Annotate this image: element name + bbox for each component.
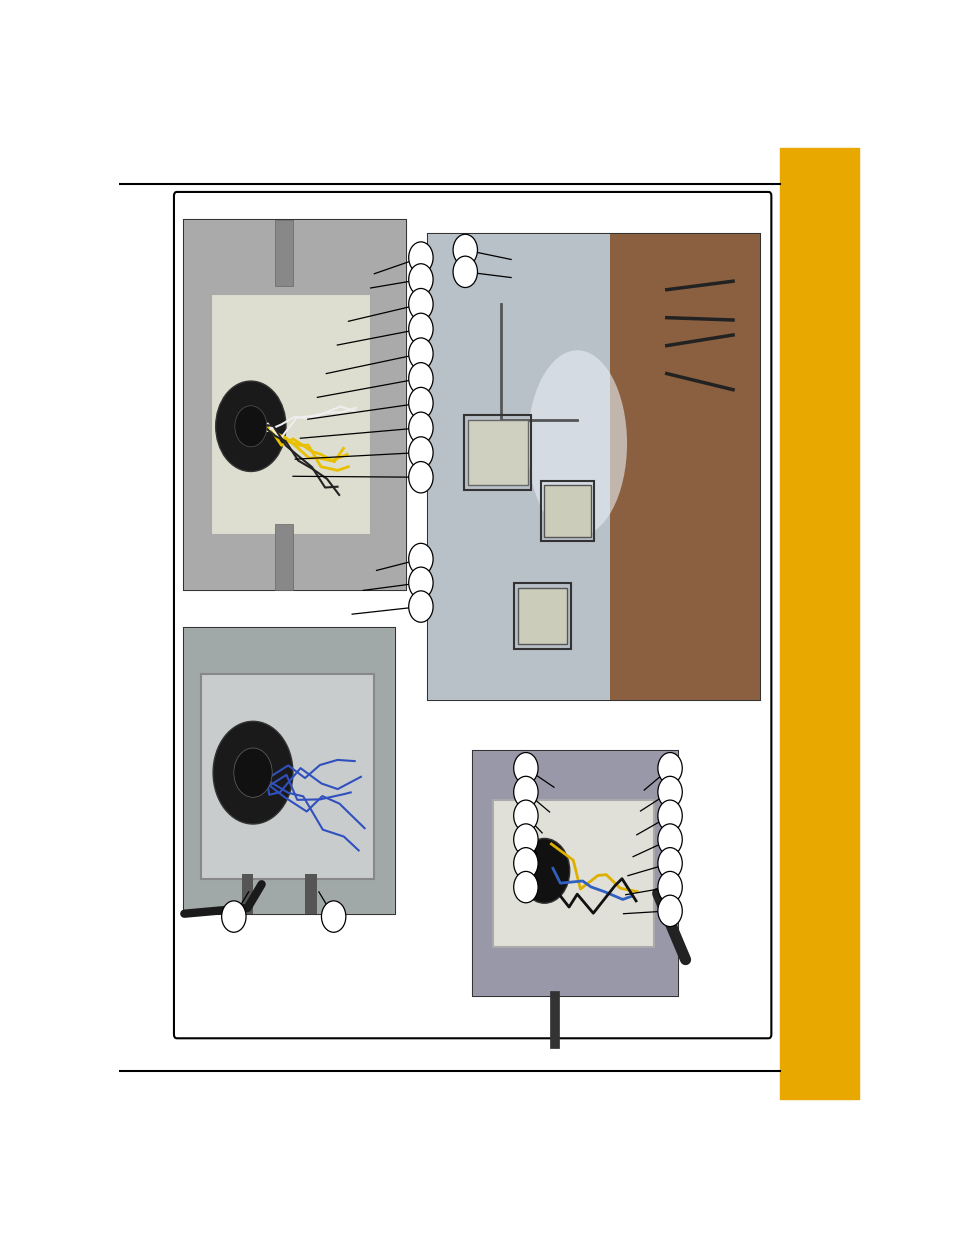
Bar xyxy=(428,233,759,700)
Circle shape xyxy=(408,567,433,599)
Circle shape xyxy=(453,235,476,266)
Circle shape xyxy=(408,412,433,443)
Bar xyxy=(184,629,395,914)
Bar xyxy=(543,485,590,537)
Bar xyxy=(275,524,293,590)
Circle shape xyxy=(408,437,433,468)
Ellipse shape xyxy=(527,351,626,537)
Bar xyxy=(540,480,594,541)
Bar xyxy=(211,294,370,535)
Bar xyxy=(464,415,531,490)
Circle shape xyxy=(213,721,293,824)
Circle shape xyxy=(408,242,433,273)
FancyBboxPatch shape xyxy=(173,191,771,1039)
Circle shape xyxy=(221,900,246,932)
Circle shape xyxy=(408,338,433,369)
Circle shape xyxy=(408,363,433,394)
Bar xyxy=(241,874,253,914)
Circle shape xyxy=(658,872,681,903)
Circle shape xyxy=(518,839,569,903)
Bar xyxy=(472,751,678,997)
Bar xyxy=(780,148,858,1099)
Circle shape xyxy=(233,748,272,798)
Bar xyxy=(184,220,406,590)
Bar xyxy=(468,420,527,485)
Circle shape xyxy=(658,847,681,879)
Circle shape xyxy=(513,800,537,831)
Circle shape xyxy=(658,800,681,831)
Bar xyxy=(472,751,678,997)
Bar xyxy=(610,233,759,700)
Bar xyxy=(184,629,395,914)
Circle shape xyxy=(408,543,433,574)
Circle shape xyxy=(215,382,286,472)
Circle shape xyxy=(408,388,433,419)
Bar xyxy=(275,220,293,287)
Bar xyxy=(184,220,406,590)
Bar xyxy=(305,874,316,914)
Circle shape xyxy=(658,824,681,855)
Bar xyxy=(517,588,567,643)
Circle shape xyxy=(658,777,681,808)
Bar xyxy=(201,674,374,879)
Circle shape xyxy=(321,900,346,932)
Circle shape xyxy=(453,256,476,288)
Circle shape xyxy=(658,895,681,926)
Circle shape xyxy=(513,872,537,903)
Bar xyxy=(493,800,653,947)
Circle shape xyxy=(408,289,433,320)
Bar xyxy=(514,583,571,648)
Circle shape xyxy=(408,264,433,295)
Circle shape xyxy=(513,777,537,808)
Circle shape xyxy=(234,406,267,447)
Circle shape xyxy=(408,462,433,493)
Circle shape xyxy=(408,314,433,345)
Circle shape xyxy=(513,824,537,855)
Circle shape xyxy=(513,847,537,879)
Circle shape xyxy=(408,590,433,622)
Bar xyxy=(428,233,610,700)
Circle shape xyxy=(513,752,537,784)
Circle shape xyxy=(658,752,681,784)
